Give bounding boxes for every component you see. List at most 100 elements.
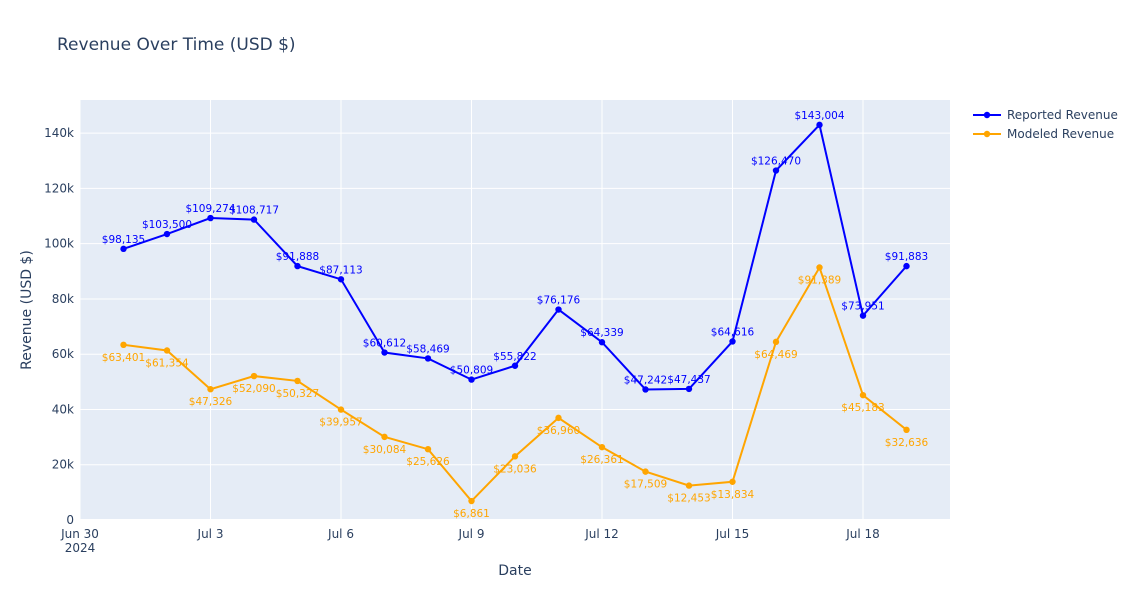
data-label: $103,500	[142, 219, 192, 231]
data-label: $12,453	[667, 493, 710, 505]
data-label: $58,469	[406, 343, 449, 355]
data-point	[120, 245, 127, 253]
legend-swatch-marker	[983, 130, 991, 138]
data-point	[337, 276, 345, 283]
data-label: $63,401	[102, 352, 145, 364]
data-point	[337, 406, 345, 413]
data-label: $36,960	[537, 425, 580, 437]
data-point	[250, 372, 258, 380]
data-point	[207, 386, 214, 393]
data-point	[250, 216, 258, 223]
data-point	[642, 386, 649, 393]
data-label: $108,717	[229, 205, 279, 217]
data-label: $73,951	[841, 301, 884, 313]
data-point	[772, 338, 780, 346]
data-label: $143,004	[794, 110, 844, 122]
data-point	[207, 214, 214, 222]
data-label: $55,822	[493, 351, 536, 363]
y-tick-label: 120k	[44, 181, 74, 195]
y-tick-label: 100k	[44, 237, 74, 251]
data-point	[555, 414, 562, 422]
data-label: $60,612	[363, 338, 406, 350]
data-point	[294, 377, 301, 385]
y-tick-label: 140k	[44, 126, 74, 140]
data-label: $64,616	[711, 326, 755, 338]
data-label: $6,861	[453, 508, 490, 520]
chart-title: Revenue Over Time (USD $)	[57, 35, 296, 55]
y-axis-ticks: 0 20k 40k 60k 80k 100k 120k 140k	[44, 126, 74, 527]
x-tick-label: Jul 15	[715, 527, 750, 541]
y-tick-label: 20k	[52, 458, 74, 472]
data-label: $32,636	[885, 437, 929, 449]
data-point	[685, 482, 693, 489]
data-point	[859, 391, 867, 399]
x-tick-label: Jul 9	[458, 527, 485, 541]
data-label: $64,469	[754, 349, 797, 361]
data-point	[859, 312, 867, 319]
gridlines	[79, 100, 950, 521]
data-label: $91,389	[798, 274, 841, 286]
y-tick-label: 60k	[52, 347, 74, 361]
data-point	[598, 443, 606, 451]
data-point	[729, 338, 736, 345]
data-label: $23,036	[493, 463, 537, 475]
data-label: $45,183	[841, 402, 884, 414]
data-point	[424, 445, 432, 453]
data-label: $50,327	[276, 388, 319, 400]
data-point	[381, 349, 388, 356]
data-label: $64,339	[580, 327, 623, 339]
data-point	[120, 341, 127, 349]
x-axis-title: Date	[498, 563, 531, 579]
data-point	[468, 497, 475, 505]
data-point	[381, 433, 388, 441]
data-label: $87,113	[319, 264, 362, 276]
x-tick-label: Jun 30	[60, 527, 99, 541]
data-label: $47,437	[667, 374, 710, 386]
data-label: $91,883	[885, 251, 928, 263]
data-point	[468, 376, 475, 383]
y-axis-title: Revenue (USD $)	[19, 250, 35, 370]
legend-label: Modeled Revenue	[1007, 127, 1114, 141]
data-label: $50,809	[450, 365, 493, 377]
data-point	[772, 167, 780, 174]
y-tick-label: 0	[66, 513, 74, 527]
x-tick-label: Jul 18	[845, 527, 880, 541]
data-label: $47,242	[624, 374, 667, 386]
x-tick-label: Jul 3	[197, 527, 224, 541]
x-tick-label: Jul 6	[327, 527, 354, 541]
data-point	[642, 468, 649, 475]
data-point	[424, 355, 432, 362]
data-label: $52,090	[232, 383, 275, 395]
data-point	[598, 339, 606, 346]
data-label: $47,326	[189, 396, 233, 408]
data-label: $91,888	[276, 251, 319, 263]
y-tick-label: 40k	[52, 402, 74, 416]
y-tick-label: 80k	[52, 292, 74, 306]
series-layer	[120, 121, 910, 505]
data-label: $25,626	[406, 456, 450, 468]
x-tick-label: Jul 12	[584, 527, 619, 541]
data-label: $30,084	[363, 444, 407, 456]
legend-swatch-marker	[983, 111, 991, 119]
data-label: $13,834	[711, 489, 755, 501]
x-tick-sublabel: 2024	[65, 541, 96, 555]
data-point	[685, 385, 693, 393]
data-labels: $98,135 $103,500 $109,274$108,717 $91,888$8…	[102, 110, 929, 520]
data-point	[294, 262, 301, 270]
data-point	[163, 230, 171, 238]
data-point	[816, 264, 823, 271]
data-label: $39,957	[319, 417, 362, 429]
legend: Reported Revenue Modeled Revenue	[973, 108, 1118, 141]
data-label: $17,509	[624, 479, 667, 491]
plot-background	[80, 100, 950, 520]
data-label: $61,354	[145, 357, 189, 369]
data-point	[511, 453, 519, 460]
legend-label: Reported Revenue	[1007, 108, 1118, 122]
data-label: $109,274	[185, 203, 235, 215]
data-point	[816, 121, 823, 129]
data-point	[511, 362, 519, 369]
data-label: $98,135	[102, 234, 145, 246]
data-point	[903, 426, 910, 434]
